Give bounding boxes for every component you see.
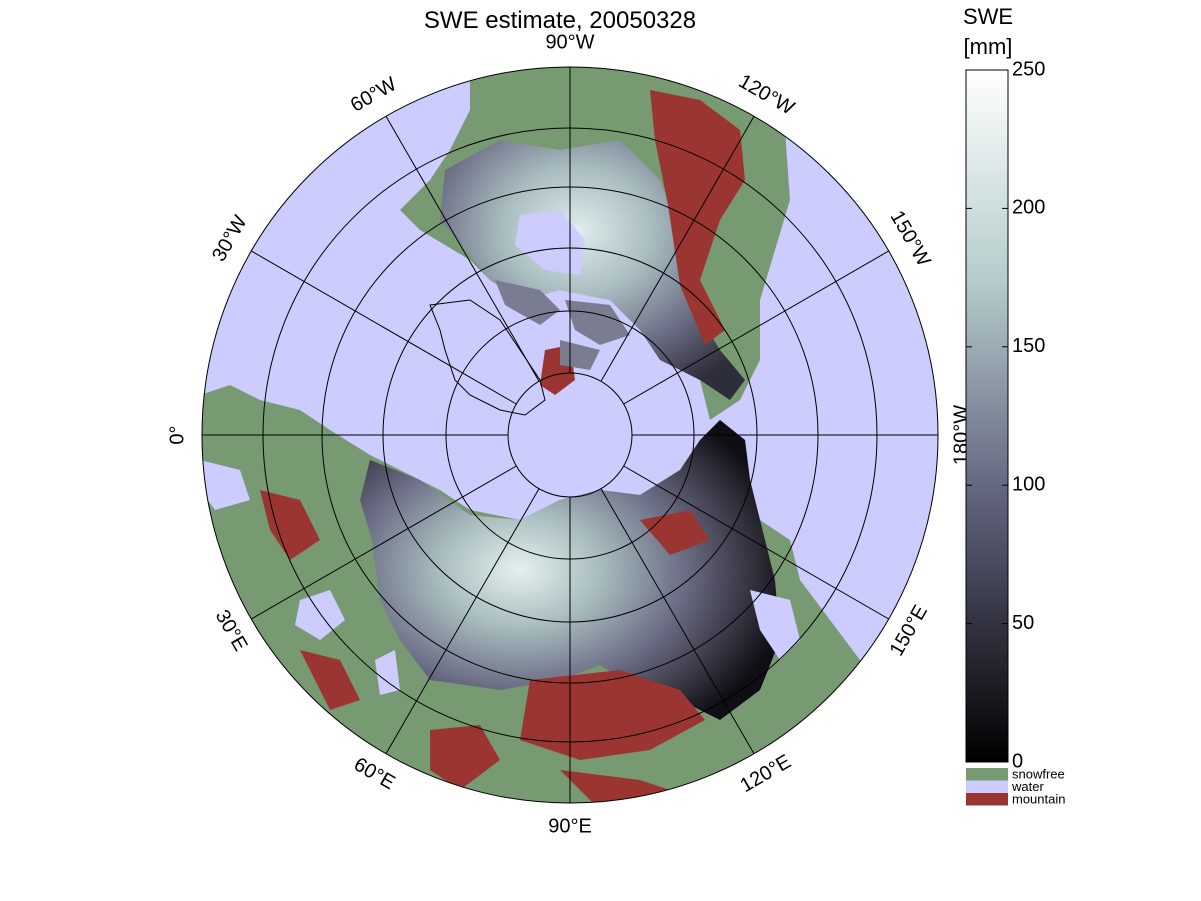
- graticule: [201, 66, 939, 804]
- longitude-label: 90°W: [545, 31, 594, 53]
- meridian: [385, 116, 540, 382]
- longitude-label: 0°: [166, 425, 188, 444]
- meridian: [251, 465, 517, 620]
- colorbar-tick-label: 200: [1012, 197, 1045, 219]
- legend-label: mountain: [1012, 791, 1065, 806]
- hudson-bay: [515, 210, 585, 275]
- colorbar-tick-label: 100: [1012, 473, 1045, 495]
- legend-label: water: [1011, 779, 1044, 794]
- longitude-label: 30°E: [211, 606, 252, 655]
- meridian: [600, 116, 755, 382]
- mountain-cordillera: [650, 90, 745, 345]
- colorbar-tick-label: 250: [1012, 58, 1045, 80]
- meridian: [600, 488, 755, 754]
- arctic-islands: [495, 280, 630, 370]
- map-title: SWE estimate, 20050328: [424, 7, 696, 34]
- longitude-label: 90°E: [548, 815, 592, 837]
- colorbar-tick-label: 50: [1012, 612, 1034, 634]
- mountain-asia: [260, 490, 710, 803]
- legend-swatch: [966, 780, 1008, 793]
- legend-label: snowfree: [1012, 766, 1065, 781]
- longitude-label: 60°E: [350, 753, 399, 794]
- colorbar-ticks: 0 50 100 150 200 250: [966, 58, 1045, 772]
- colorbar-tick-label: 150: [1012, 335, 1045, 357]
- longitude-label: 30°W: [208, 212, 252, 266]
- colorbar-label: [mm]: [964, 34, 1013, 59]
- meridian: [623, 250, 889, 405]
- legend-swatch: [966, 768, 1008, 781]
- greenland-outline: [429, 299, 546, 416]
- colorbar-label: SWE: [963, 4, 1013, 29]
- colorbar-tick-label: 0: [1012, 750, 1023, 772]
- colorbar: [965, 69, 1009, 763]
- legend-swatch: [966, 793, 1008, 806]
- meridian: [623, 465, 889, 620]
- meridian: [385, 488, 540, 754]
- longitude-label: 60°W: [347, 73, 401, 117]
- meridian: [251, 250, 517, 405]
